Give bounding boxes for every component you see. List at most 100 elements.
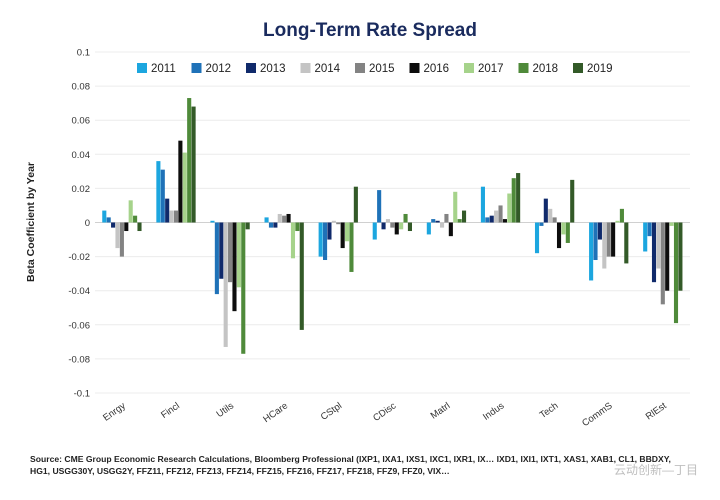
bar-2012-Matrl bbox=[431, 219, 436, 223]
bar-2016-Indus bbox=[502, 219, 507, 223]
bar-2017-CommS bbox=[615, 220, 620, 223]
bar-2016-Enrgy bbox=[124, 222, 129, 232]
bar-2016-Fincl bbox=[178, 140, 183, 223]
bar-2013-HCare bbox=[273, 222, 278, 228]
bar-2019-Fincl bbox=[191, 106, 196, 223]
x-tick-label: Tech bbox=[538, 400, 561, 421]
bar-2015-HCare bbox=[282, 215, 287, 223]
legend-swatch-2013 bbox=[246, 63, 256, 73]
bar-2012-Tech bbox=[539, 222, 544, 226]
bar-2011-Enrgy bbox=[102, 210, 107, 223]
bar-2015-Indus bbox=[498, 205, 503, 223]
bar-2017-Utils bbox=[236, 222, 241, 288]
bar-2013-Indus bbox=[489, 215, 494, 223]
bar-2014-Enrgy bbox=[115, 222, 120, 249]
bar-2018-RlEst bbox=[673, 222, 679, 324]
x-tick-label: Indus bbox=[481, 400, 507, 422]
y-tick-label: -0.06 bbox=[68, 320, 90, 331]
legend: 2011 2012 2013 2014 2015 2016 2017 2018 2019 bbox=[137, 63, 613, 75]
bar-2014-Matrl bbox=[439, 222, 445, 228]
bar-2017-Indus bbox=[507, 193, 512, 223]
bar-2016-Matrl bbox=[448, 222, 453, 237]
y-tick-label: 0.06 bbox=[72, 116, 91, 127]
bar-2012-RlEst bbox=[647, 222, 652, 237]
bar-2018-CDisc bbox=[403, 213, 408, 223]
source-note: Source: CME Group Economic Research Calc… bbox=[30, 454, 671, 476]
bar-2016-CommS bbox=[611, 222, 616, 257]
bar-2013-CommS bbox=[597, 222, 602, 240]
bar-2019-HCare bbox=[299, 222, 304, 330]
bar-2012-Indus bbox=[485, 217, 490, 223]
bar-2015-Enrgy bbox=[119, 222, 124, 257]
bar-2018-CStpl bbox=[349, 222, 354, 272]
watermark: 云动创新—丁目 bbox=[613, 463, 698, 477]
y-tick-label: 0.08 bbox=[72, 82, 91, 93]
x-tick-label: Matrl bbox=[429, 400, 453, 421]
x-tick-label: Fincl bbox=[159, 400, 182, 421]
x-tick-label: CStpl bbox=[319, 400, 344, 422]
bar-2016-Utils bbox=[232, 222, 237, 312]
bar-2019-Enrgy bbox=[137, 222, 142, 232]
legend-swatch-2014 bbox=[300, 63, 311, 73]
bar-2012-CDisc bbox=[377, 190, 382, 223]
bar-2018-Matrl bbox=[457, 219, 462, 223]
legend-swatch-2015 bbox=[355, 63, 365, 73]
bar-2012-HCare bbox=[268, 222, 274, 228]
bar-2017-HCare bbox=[290, 222, 296, 259]
y-axis-label: Beta Coefficient by Year bbox=[25, 162, 37, 282]
bar-2015-Tech bbox=[552, 217, 557, 223]
bar-2018-Enrgy bbox=[133, 215, 138, 223]
bar-2018-HCare bbox=[295, 222, 300, 232]
y-tick-label: 0.1 bbox=[77, 48, 90, 59]
bar-2015-Matrl bbox=[444, 213, 449, 223]
y-tick-label: -0.08 bbox=[68, 354, 90, 365]
bar-2015-CommS bbox=[606, 222, 611, 257]
legend-label-2014: 2014 bbox=[315, 63, 341, 75]
bar-2016-RlEst bbox=[665, 222, 670, 291]
x-tick-label: CommS bbox=[580, 400, 614, 429]
chart-title: Long-Term Rate Spread bbox=[263, 20, 477, 41]
bar-2018-Tech bbox=[565, 222, 570, 243]
bar-2012-CommS bbox=[593, 222, 598, 261]
bar-2013-Fincl bbox=[165, 198, 170, 223]
bar-2019-Utils bbox=[245, 222, 250, 230]
x-tick-label: RlEst bbox=[644, 400, 669, 422]
bar-2012-CStpl bbox=[323, 222, 328, 261]
bar-2014-RlEst bbox=[656, 222, 661, 269]
bar-2015-RlEst bbox=[660, 222, 665, 305]
legend-swatch-2012 bbox=[191, 63, 202, 73]
y-tick-label: 0.02 bbox=[72, 184, 91, 195]
bar-2016-CStpl bbox=[340, 222, 345, 249]
legend-label-2018: 2018 bbox=[533, 63, 559, 75]
legend-label-2012: 2012 bbox=[206, 63, 232, 75]
bar-2013-RlEst bbox=[651, 222, 657, 283]
bar-2019-Tech bbox=[570, 179, 575, 223]
x-tick-label: Enrgy bbox=[101, 400, 128, 423]
y-axis-ticks: 0.1 0.08 0.06 0.04 0.02 0 -0.02 -0.04 -0.06 -0.08… bbox=[68, 48, 90, 400]
y-tick-label: 0 bbox=[85, 218, 90, 229]
bar-2017-Fincl bbox=[182, 152, 187, 223]
bar-2014-Fincl bbox=[169, 210, 174, 223]
bar-2011-HCare bbox=[264, 217, 269, 223]
bar-2019-RlEst bbox=[678, 222, 683, 291]
bar-2011-Tech bbox=[534, 222, 540, 254]
y-tick-label: 0.04 bbox=[72, 150, 91, 161]
bar-2019-Indus bbox=[516, 173, 521, 223]
bars bbox=[102, 98, 683, 354]
bar-2018-CommS bbox=[619, 208, 624, 223]
bar-2016-HCare bbox=[286, 213, 291, 223]
bar-2015-Fincl bbox=[173, 210, 179, 223]
bar-2013-Tech bbox=[543, 198, 548, 223]
bar-2018-Fincl bbox=[187, 98, 192, 223]
bar-2016-CDisc bbox=[394, 222, 399, 235]
bar-2019-CDisc bbox=[407, 222, 412, 232]
bar-2014-Utils bbox=[223, 222, 228, 347]
legend-label-2016: 2016 bbox=[424, 63, 450, 75]
bar-2011-Matrl bbox=[426, 222, 431, 235]
bar-2011-Fincl bbox=[156, 161, 161, 223]
legend-label-2017: 2017 bbox=[478, 63, 504, 75]
x-tick-label: CDisc bbox=[371, 400, 398, 424]
x-axis-labels: Enrgy Fincl Utils HCare CStpl CDisc Matrl Indus… bbox=[101, 400, 669, 429]
bar-2017-Matrl bbox=[453, 191, 458, 223]
bar-2011-RlEst bbox=[643, 222, 648, 252]
